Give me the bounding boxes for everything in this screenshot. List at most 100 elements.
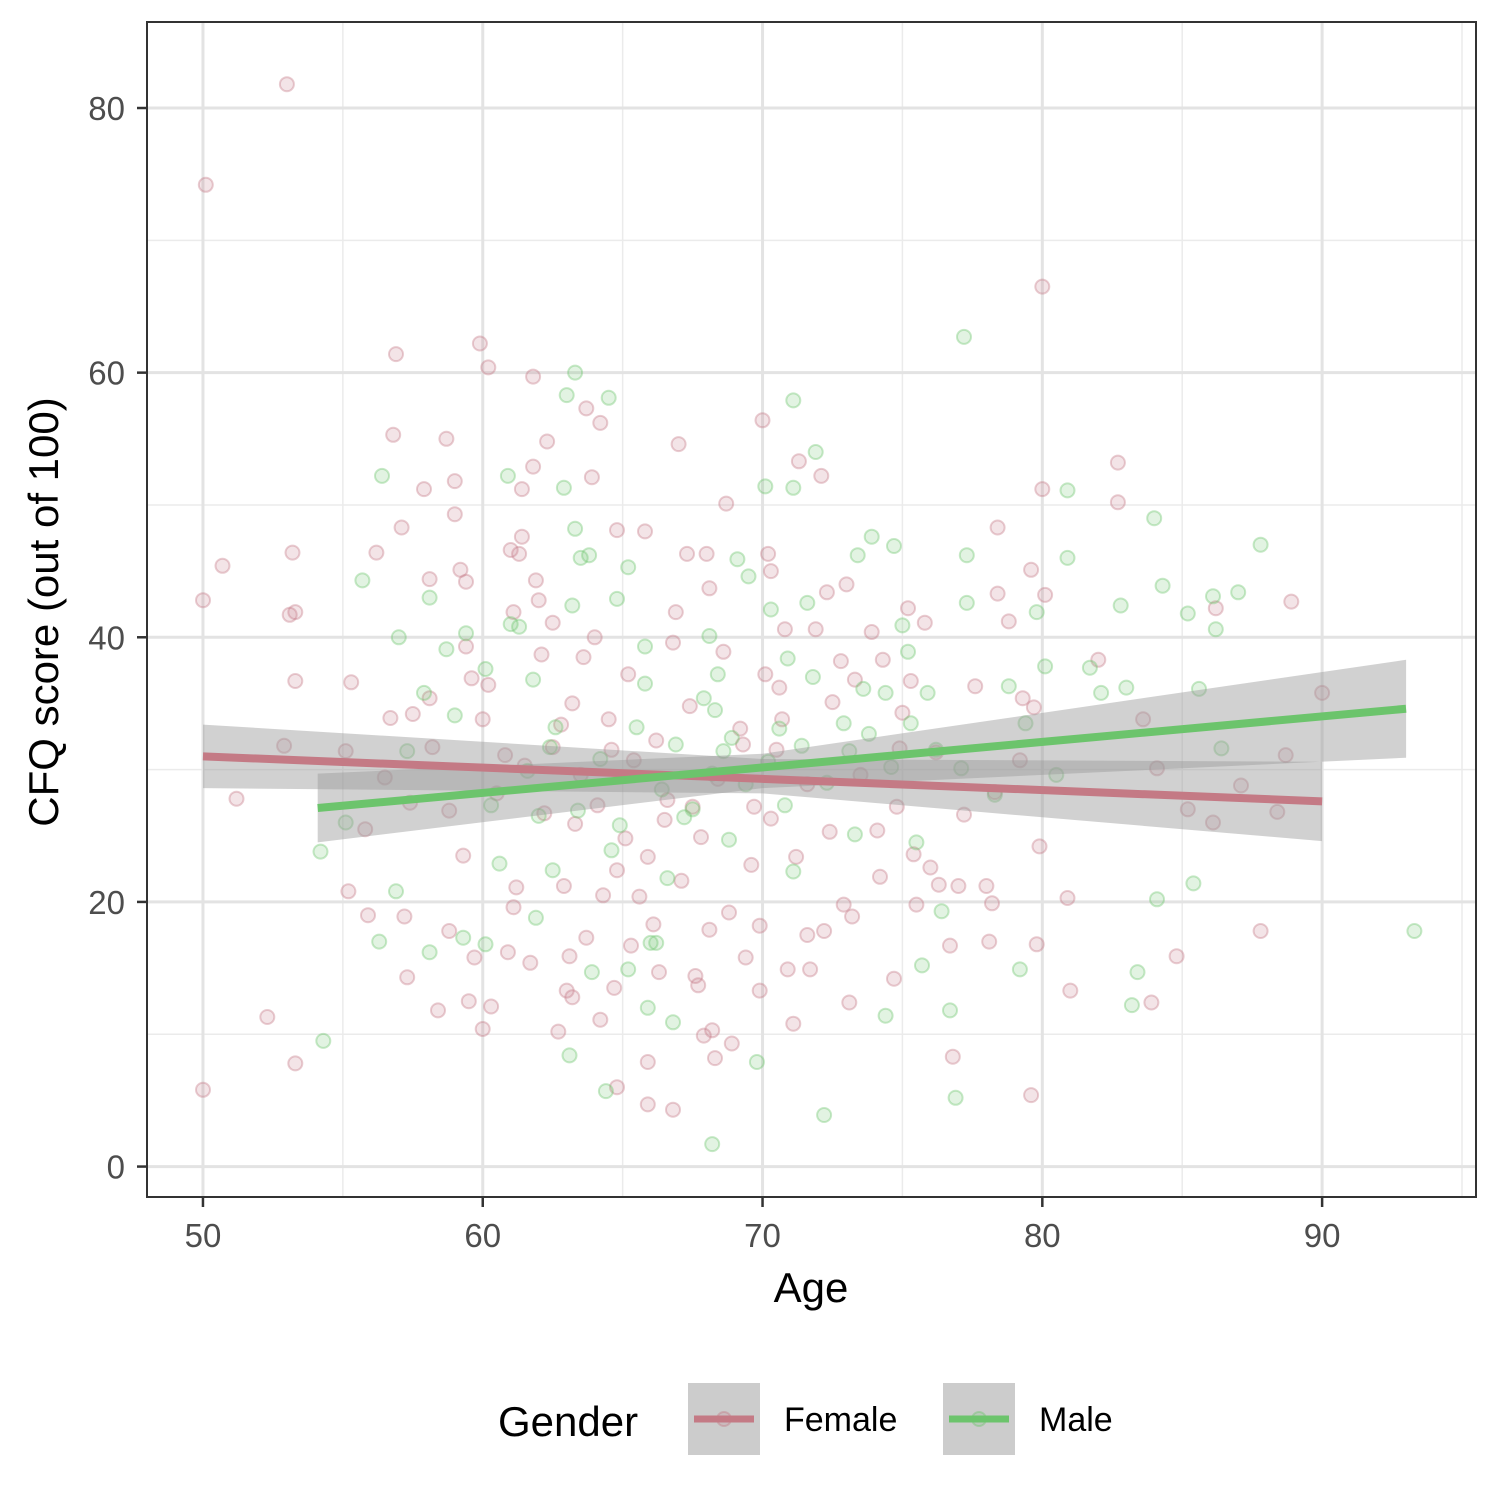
data-point-female — [768, 741, 785, 758]
data-point-male — [597, 1083, 614, 1100]
data-point-female — [631, 888, 648, 905]
data-point-female — [287, 673, 304, 689]
data-point-female — [625, 752, 642, 769]
data-point-male — [919, 684, 936, 701]
data-point-male — [1028, 604, 1045, 621]
data-point-female — [446, 473, 463, 490]
data-point-male — [721, 831, 737, 848]
data-point-female — [760, 545, 777, 562]
data-point-male — [637, 638, 653, 655]
data-point-female — [388, 346, 404, 363]
data-point-male — [684, 801, 701, 818]
data-point-female — [1014, 690, 1031, 707]
data-point-female — [617, 830, 634, 847]
data-point-female — [863, 624, 880, 640]
data-point-male — [421, 589, 438, 606]
data-point-male — [900, 643, 916, 660]
data-point-female — [984, 895, 1000, 912]
data-point-female — [1023, 1087, 1040, 1104]
data-point-male — [458, 625, 474, 642]
data-point-male — [757, 478, 774, 495]
grid — [147, 22, 1476, 1197]
data-point-male — [572, 549, 589, 566]
x-axis-title: Age — [774, 1264, 849, 1311]
data-point-female — [376, 769, 393, 786]
data-point-male — [639, 999, 656, 1016]
data-point-male — [499, 467, 516, 484]
data-point-female — [589, 797, 606, 814]
data-point-female — [902, 673, 919, 689]
data-point-male — [723, 729, 740, 746]
data-point-female — [1277, 747, 1294, 764]
data-point-female — [679, 545, 695, 562]
data-point-female — [284, 544, 301, 561]
data-point-male — [337, 814, 354, 831]
data-point-female — [874, 651, 891, 668]
data-point-female — [480, 676, 497, 693]
data-point-male — [555, 479, 572, 496]
data-point-female — [695, 1027, 712, 1044]
data-point-female — [659, 792, 676, 808]
data-point-female — [944, 1048, 961, 1065]
data-point-female — [687, 968, 704, 984]
data-point-female — [818, 584, 835, 601]
data-point-male — [947, 1089, 964, 1106]
data-point-female — [480, 359, 497, 376]
data-point-female — [446, 506, 463, 523]
data-point-female — [790, 453, 807, 470]
data-point-male — [371, 933, 388, 950]
data-point-female — [195, 1081, 211, 1098]
data-point-female — [838, 576, 855, 593]
data-point-male — [676, 809, 693, 826]
data-point-female — [757, 666, 774, 683]
data-point-female — [989, 519, 1006, 536]
data-point-female — [424, 739, 441, 756]
data-point-male — [1146, 510, 1163, 527]
data-point-male — [776, 797, 793, 814]
data-point-male — [609, 590, 625, 607]
data-point-female — [648, 732, 665, 749]
data-point-female — [276, 737, 293, 754]
data-point-male — [1191, 680, 1207, 697]
data-points — [195, 76, 1423, 1153]
data-point-female — [762, 810, 779, 827]
data-point-female — [474, 711, 491, 728]
data-point-male — [491, 855, 508, 872]
data-point-male — [877, 1007, 894, 1024]
legend-item-female: Female — [688, 1383, 897, 1455]
data-point-female — [578, 929, 595, 946]
data-point-female — [1090, 651, 1107, 668]
data-point-male — [1048, 766, 1065, 783]
data-point-female — [872, 868, 888, 885]
data-point-female — [1207, 600, 1224, 617]
x-tick-label: 80 — [1024, 1217, 1061, 1254]
data-point-male — [1406, 923, 1423, 939]
data-point-female — [474, 1021, 491, 1037]
y-tick-label: 20 — [88, 884, 125, 921]
data-point-male — [707, 702, 723, 719]
data-point-female — [609, 1079, 625, 1096]
data-point-female — [673, 872, 690, 889]
data-point-male — [416, 684, 432, 701]
data-point-male — [953, 760, 970, 777]
data-point-male — [771, 720, 788, 737]
data-point-female — [888, 798, 905, 815]
legend-title: Gender — [498, 1398, 638, 1445]
data-point-male — [886, 538, 902, 554]
data-point-female — [821, 823, 838, 840]
data-point-male — [1112, 597, 1129, 614]
data-point-female — [1031, 838, 1048, 855]
data-point-female — [544, 739, 561, 756]
data-point-male — [1149, 891, 1165, 908]
data-point-female — [732, 720, 749, 737]
data-point-female — [751, 917, 768, 934]
data-point-female — [1149, 760, 1165, 777]
data-point-female — [606, 979, 623, 996]
data-point-male — [527, 909, 544, 926]
data-point-male — [569, 802, 586, 819]
data-point-female — [430, 1002, 446, 1019]
trend-lines — [202, 704, 1407, 812]
data-point-female — [735, 736, 751, 753]
data-point-male — [846, 826, 863, 843]
